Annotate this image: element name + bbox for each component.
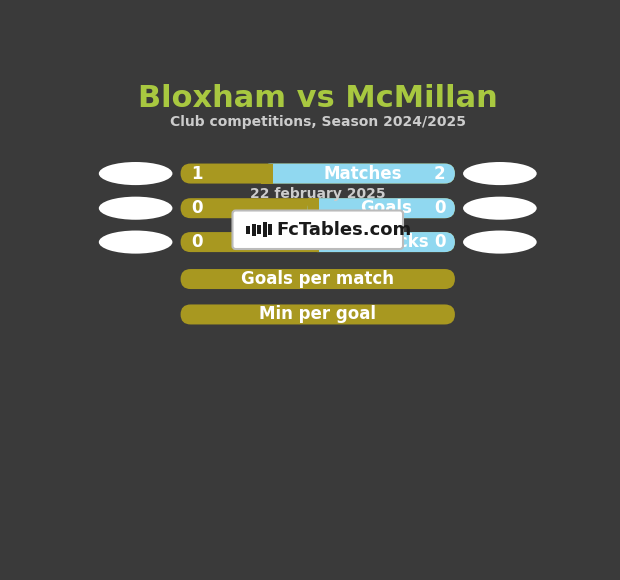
Text: 0: 0 <box>192 199 203 217</box>
Text: FcTables.com: FcTables.com <box>277 221 412 239</box>
FancyBboxPatch shape <box>261 164 455 183</box>
Bar <box>308 198 319 218</box>
FancyBboxPatch shape <box>180 164 455 183</box>
Bar <box>261 164 273 183</box>
FancyBboxPatch shape <box>308 232 455 252</box>
Text: 1: 1 <box>192 165 203 183</box>
Bar <box>263 222 267 237</box>
Bar <box>308 232 319 252</box>
Text: Club competitions, Season 2024/2025: Club competitions, Season 2024/2025 <box>170 115 466 129</box>
Bar <box>268 224 272 235</box>
FancyBboxPatch shape <box>232 211 403 249</box>
Text: Bloxham vs McMillan: Bloxham vs McMillan <box>138 84 498 113</box>
Ellipse shape <box>99 197 172 220</box>
FancyBboxPatch shape <box>308 198 455 218</box>
Ellipse shape <box>463 230 537 253</box>
Text: Min per goal: Min per goal <box>259 306 376 324</box>
Text: 22 february 2025: 22 february 2025 <box>250 187 386 201</box>
Text: 0: 0 <box>192 233 203 251</box>
Text: 0: 0 <box>434 199 446 217</box>
Text: 0: 0 <box>434 233 446 251</box>
Text: Hattricks: Hattricks <box>343 233 429 251</box>
FancyBboxPatch shape <box>180 269 455 289</box>
Bar <box>247 226 250 234</box>
FancyBboxPatch shape <box>180 232 455 252</box>
Text: Goals per match: Goals per match <box>241 270 394 288</box>
Ellipse shape <box>99 230 172 253</box>
Text: Goals: Goals <box>360 199 412 217</box>
Ellipse shape <box>99 162 172 185</box>
Text: Matches: Matches <box>324 165 402 183</box>
Ellipse shape <box>463 162 537 185</box>
Bar <box>257 225 261 234</box>
Text: 2: 2 <box>434 165 446 183</box>
FancyBboxPatch shape <box>180 198 455 218</box>
FancyBboxPatch shape <box>180 304 455 324</box>
Ellipse shape <box>463 197 537 220</box>
Bar <box>252 224 255 236</box>
